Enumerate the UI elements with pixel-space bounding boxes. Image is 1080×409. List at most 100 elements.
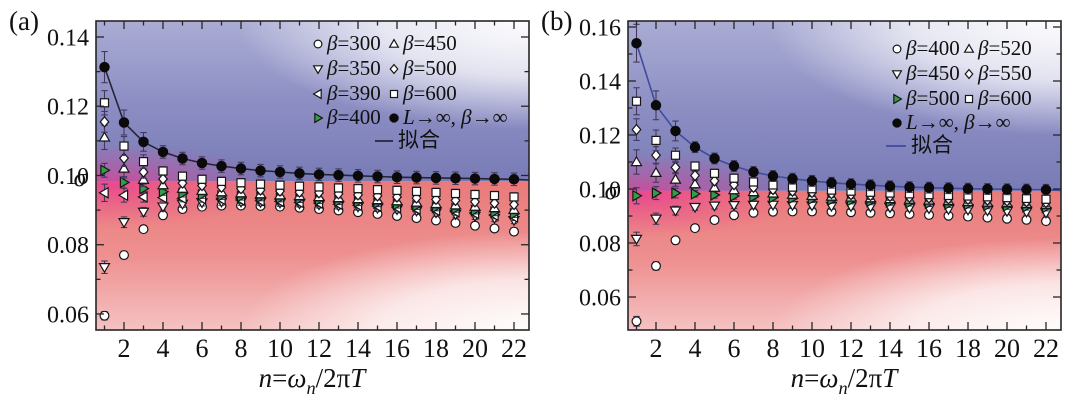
- marker-filled-circle: [157, 146, 169, 158]
- marker-filled-circle: [333, 169, 344, 181]
- panel-b-plot: 0.16 0.14 0.12 0.10 0.08 0.06 2 4 6 8 10 12 14 16 18 20…: [579, 16, 1062, 398]
- marker-triangle-up: [137, 173, 150, 184]
- marker-square: [197, 174, 207, 184]
- marker-filled-circle: [728, 160, 740, 172]
- marker-triangle-down: [117, 218, 131, 229]
- marker-filled-circle: [411, 172, 422, 183]
- x-tick-label: 14: [877, 334, 903, 363]
- y-tick-label: 0.14: [47, 26, 89, 52]
- series-L→∞, β→∞: [99, 50, 520, 187]
- marker-circle: [99, 310, 110, 321]
- series-β=600: [631, 87, 1051, 204]
- marker-circle: [670, 235, 681, 246]
- marker-diamond: [99, 115, 110, 128]
- legend-label: β=450: [905, 61, 960, 85]
- x-tick-label: 6: [728, 334, 741, 363]
- marker-square: [138, 157, 149, 167]
- marker-filled-circle: [670, 125, 681, 137]
- marker-square: [631, 96, 642, 106]
- marker-filled-circle: [1001, 184, 1013, 195]
- marker-circle: [709, 215, 720, 226]
- marker-square: [158, 166, 168, 176]
- x-tick-label: 22: [501, 334, 527, 363]
- marker-triangle-down: [747, 200, 760, 212]
- marker-square: [651, 135, 661, 145]
- marker-triangle-left: [137, 190, 148, 203]
- marker-filled-circle: [631, 37, 642, 49]
- marker-square: [119, 141, 129, 151]
- marker-diamond: [489, 197, 500, 210]
- marker-filled-circle: [826, 177, 837, 189]
- legend-label: β=300: [326, 31, 381, 55]
- marker-triangle-left: [312, 88, 322, 100]
- legend-label: L→∞, β→∞: [905, 110, 1011, 134]
- marker-triangle-up: [963, 43, 975, 53]
- x-tick-label: 16: [384, 334, 410, 363]
- marker-square: [1021, 193, 1032, 204]
- marker-triangle-right: [100, 164, 111, 177]
- marker-filled-circle: [391, 171, 403, 183]
- marker-square: [411, 186, 422, 197]
- x-axis-title: n=ωn/2πT: [259, 363, 368, 398]
- marker-diamond: [469, 195, 481, 208]
- marker-square: [470, 189, 480, 200]
- marker-diamond: [670, 161, 681, 174]
- marker-filled-circle: [274, 166, 286, 178]
- marker-triangle-up: [388, 38, 400, 48]
- x-tick-label: 8: [235, 334, 248, 363]
- marker-filled-circle: [469, 173, 481, 184]
- axes: 0.14 0.12 0.10 0.08 0.06 2 4 6 8 10 12 14 16 18 20 22: [47, 20, 530, 363]
- marker-triangle-down: [156, 202, 170, 213]
- y-tick-label: 0.12: [579, 124, 621, 150]
- x-tick-label: 6: [196, 334, 209, 363]
- x-tick-label: 2: [118, 334, 131, 363]
- marker-filled-circle: [923, 182, 935, 193]
- marker-filled-circle: [689, 141, 701, 153]
- marker-filled-circle: [389, 113, 399, 123]
- marker-square: [177, 171, 188, 181]
- data-series: [98, 50, 521, 321]
- axes: 0.16 0.14 0.12 0.10 0.08 0.06 2 4 6 8 10 12 14 16 18 20…: [579, 16, 1062, 363]
- x-tick-label: 14: [345, 334, 371, 363]
- marker-filled-circle: [352, 170, 364, 182]
- x-tick-label: 20: [994, 334, 1020, 363]
- marker-filled-circle: [884, 181, 896, 192]
- marker-square: [509, 192, 519, 202]
- marker-filled-circle: [508, 174, 520, 185]
- marker-circle: [509, 226, 520, 237]
- marker-filled-circle: [1040, 184, 1052, 196]
- marker-square: [372, 185, 383, 195]
- marker-filled-circle: [450, 172, 461, 184]
- marker-circle: [892, 44, 902, 54]
- marker-square: [709, 168, 720, 178]
- marker-diamond: [709, 174, 720, 187]
- marker-triangle-left: [98, 186, 109, 199]
- marker-triangle-down: [137, 207, 150, 219]
- marker-filled-circle: [904, 181, 915, 193]
- marker-square: [294, 181, 305, 191]
- marker-square: [353, 184, 363, 194]
- y-tick-label: 0.14: [579, 70, 621, 96]
- marker-diamond: [508, 198, 520, 211]
- marker-filled-circle: [962, 183, 974, 194]
- marker-filled-circle: [845, 178, 857, 190]
- marker-square: [275, 180, 285, 190]
- marker-triangle-up: [98, 131, 111, 142]
- legend-label: β=350: [326, 56, 381, 80]
- marker-filled-circle: [892, 118, 902, 128]
- marker-diamond: [689, 169, 701, 182]
- marker-triangle-down: [669, 206, 682, 217]
- marker-triangle-down: [312, 65, 324, 75]
- panel-a-plot: 0.14 0.12 0.10 0.08 0.06 2 4 6 8 10 12 14 16 18 20 22 σ n…: [47, 20, 530, 398]
- legend-label: β=600: [402, 81, 457, 105]
- y-tick-label: 0.06: [47, 302, 89, 328]
- legend-label: β=400: [326, 105, 381, 129]
- marker-filled-circle: [806, 175, 818, 187]
- marker-square: [450, 188, 461, 199]
- x-axis-title: n=ωn/2πT: [791, 363, 900, 398]
- marker-diamond: [631, 123, 642, 136]
- marker-square: [1041, 194, 1051, 204]
- marker-square: [99, 98, 110, 108]
- marker-triangle-up: [630, 155, 643, 167]
